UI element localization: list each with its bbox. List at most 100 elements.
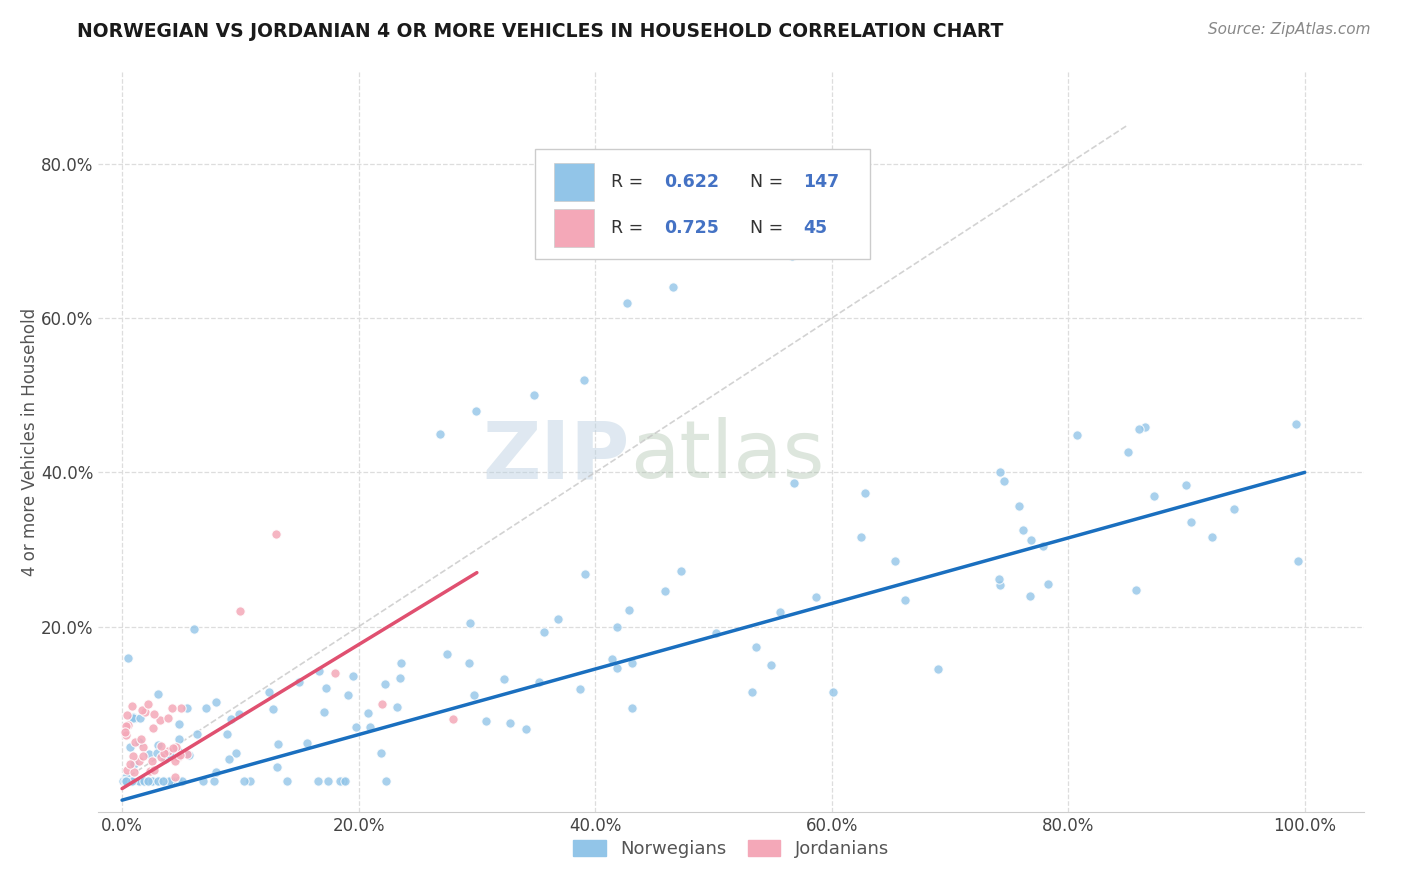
Point	[162, 741, 184, 756]
Point	[129, 773, 152, 788]
Point	[533, 624, 555, 639]
Point	[374, 773, 396, 788]
Point	[134, 705, 156, 719]
Point	[804, 591, 827, 605]
Point	[169, 731, 191, 746]
Text: 0.622: 0.622	[664, 173, 718, 191]
Point	[167, 749, 190, 764]
FancyBboxPatch shape	[554, 209, 595, 247]
Point	[219, 712, 242, 726]
Point	[759, 657, 782, 672]
Point	[851, 530, 873, 544]
Point	[195, 701, 218, 715]
Point	[1201, 530, 1223, 544]
Point	[239, 773, 262, 788]
Point	[617, 603, 640, 617]
Point	[316, 773, 339, 788]
Point	[266, 759, 288, 773]
Point	[172, 773, 194, 788]
Point	[120, 739, 142, 754]
Point	[374, 677, 396, 691]
Text: 45: 45	[803, 219, 827, 237]
Point	[121, 749, 143, 764]
Point	[153, 746, 176, 760]
Point	[441, 712, 464, 726]
Point	[146, 738, 169, 752]
FancyBboxPatch shape	[554, 162, 595, 202]
Point	[149, 714, 172, 728]
Point	[128, 735, 150, 749]
Legend: Norwegians, Jordanians: Norwegians, Jordanians	[565, 833, 897, 865]
Point	[142, 721, 165, 735]
Point	[138, 747, 160, 761]
Point	[768, 605, 790, 619]
Point	[988, 465, 1011, 479]
Point	[124, 735, 146, 749]
Point	[148, 687, 170, 701]
Point	[465, 403, 488, 417]
Point	[115, 707, 138, 722]
Point	[315, 681, 337, 695]
Point	[1032, 539, 1054, 553]
Point	[429, 426, 451, 441]
Point	[988, 577, 1011, 591]
Point	[704, 625, 727, 640]
Point	[143, 764, 166, 778]
Point	[114, 773, 136, 788]
Point	[606, 661, 628, 675]
Point	[1285, 417, 1308, 431]
Point	[176, 701, 198, 715]
Point	[332, 773, 354, 788]
Point	[257, 685, 280, 699]
Text: ZIP: ZIP	[482, 417, 630, 495]
Point	[114, 728, 136, 742]
Point	[191, 773, 214, 788]
Point	[308, 664, 330, 678]
Point	[458, 656, 481, 670]
Point	[183, 622, 205, 636]
Point	[165, 754, 187, 768]
Point	[745, 640, 768, 654]
Point	[128, 773, 150, 788]
Point	[129, 711, 152, 725]
Point	[606, 619, 628, 633]
Point	[152, 773, 174, 788]
Point	[141, 773, 163, 788]
Point	[115, 763, 138, 777]
Point	[987, 572, 1010, 586]
Point	[574, 567, 596, 582]
Point	[186, 727, 208, 741]
Point	[893, 593, 915, 607]
Point	[329, 773, 352, 788]
Point	[547, 612, 569, 626]
Point	[741, 685, 763, 699]
Point	[458, 616, 481, 631]
Point	[225, 746, 247, 760]
Point	[1223, 501, 1246, 516]
Text: 147: 147	[803, 173, 839, 191]
Point	[883, 554, 905, 568]
Text: R =: R =	[610, 219, 648, 237]
Point	[323, 665, 346, 680]
Text: Source: ZipAtlas.com: Source: ZipAtlas.com	[1208, 22, 1371, 37]
Point	[927, 662, 949, 676]
Point	[1036, 577, 1059, 591]
Point	[132, 773, 155, 788]
Point	[264, 527, 287, 541]
Point	[167, 773, 190, 788]
Point	[128, 754, 150, 768]
Point	[662, 280, 685, 294]
Point	[370, 746, 392, 760]
Point	[131, 732, 153, 747]
Point	[385, 700, 408, 714]
Point	[436, 647, 458, 661]
Point	[121, 773, 143, 788]
Point	[132, 748, 155, 763]
Point	[475, 714, 498, 728]
Point	[1128, 421, 1150, 435]
Point	[267, 737, 290, 751]
Point	[149, 750, 172, 764]
Point	[217, 727, 239, 741]
Point	[136, 697, 159, 711]
Point	[136, 773, 159, 788]
